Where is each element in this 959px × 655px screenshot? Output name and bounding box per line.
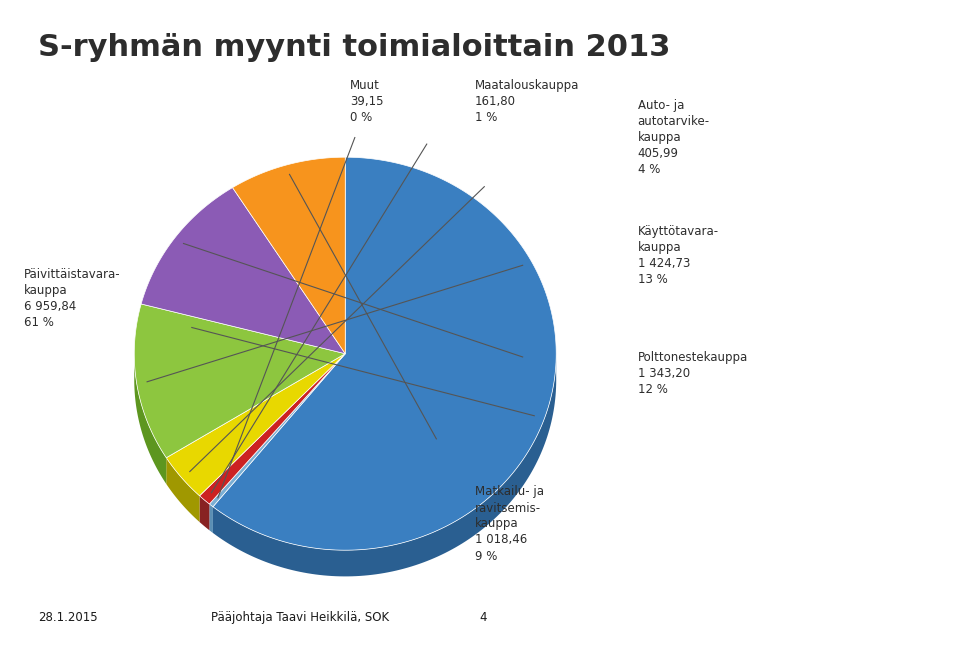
- Text: Muut
39,15
0 %: Muut 39,15 0 %: [350, 79, 384, 124]
- Polygon shape: [209, 504, 213, 533]
- Polygon shape: [134, 350, 166, 484]
- Text: Auto- ja
autotarvike-
kauppa
405,99
4 %: Auto- ja autotarvike- kauppa 405,99 4 %: [638, 99, 710, 176]
- Text: Päivittäistavara-
kauppa
6 959,84
61 %: Päivittäistavara- kauppa 6 959,84 61 %: [24, 267, 121, 329]
- Polygon shape: [209, 354, 345, 507]
- Text: Polttonestekauppa
1 343,20
12 %: Polttonestekauppa 1 343,20 12 %: [638, 351, 748, 396]
- Polygon shape: [232, 157, 345, 354]
- Polygon shape: [134, 304, 345, 458]
- Polygon shape: [213, 157, 556, 550]
- Text: Käyttötavara-
kauppa
1 424,73
13 %: Käyttötavara- kauppa 1 424,73 13 %: [638, 225, 719, 286]
- Text: Matkailu- ja
ravitsemis-
kauppa
1 018,46
9 %: Matkailu- ja ravitsemis- kauppa 1 018,46…: [475, 485, 544, 563]
- Text: 4: 4: [480, 610, 487, 624]
- Polygon shape: [166, 354, 345, 496]
- Polygon shape: [166, 458, 199, 522]
- Polygon shape: [199, 354, 345, 504]
- Polygon shape: [141, 187, 345, 354]
- Text: Pääjohtaja Taavi Heikkilä, SOK: Pääjohtaja Taavi Heikkilä, SOK: [211, 610, 389, 624]
- Polygon shape: [199, 496, 209, 531]
- Text: Maatalouskauppa
161,80
1 %: Maatalouskauppa 161,80 1 %: [475, 79, 579, 124]
- Text: 28.1.2015: 28.1.2015: [38, 610, 98, 624]
- Polygon shape: [213, 350, 556, 576]
- Text: S-ryhmän myynti toimialoittain 2013: S-ryhmän myynti toimialoittain 2013: [38, 33, 670, 62]
